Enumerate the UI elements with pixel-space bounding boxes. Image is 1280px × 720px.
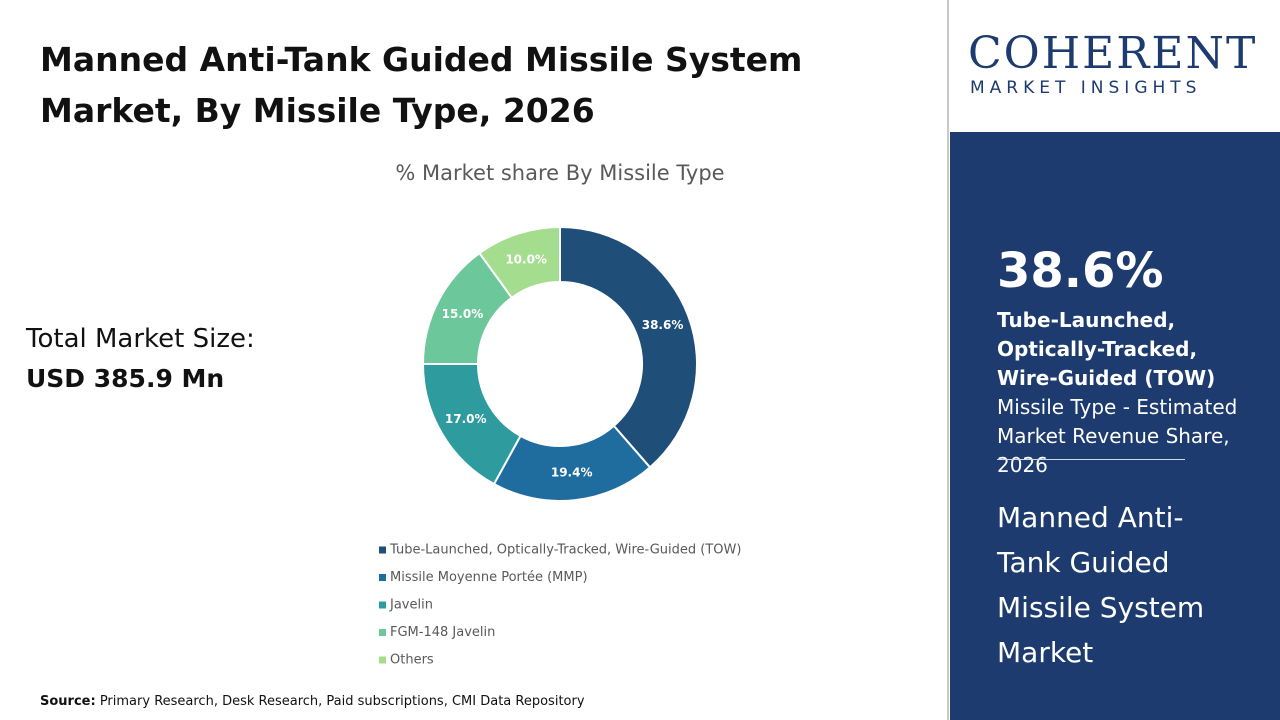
data-label: 17.0% [445, 412, 487, 426]
logo-tagline: MARKET INSIGHTS [970, 78, 1202, 98]
legend-swatch [379, 601, 386, 609]
total-label: Total Market Size: [26, 324, 255, 354]
data-label: 15.0% [442, 307, 484, 321]
legend-label: FGM-148 Javelin [390, 625, 495, 640]
legend-swatch [379, 629, 386, 636]
sidebar [950, 132, 1280, 720]
highlight-text: Tube-Launched, Optically-Tracked, Wire-G… [997, 306, 1262, 480]
legend-label: Missile Moyenne Portée (MMP) [390, 570, 588, 585]
data-label: 38.6% [642, 318, 684, 332]
source: Source: Primary Research, Desk Research,… [40, 694, 585, 709]
data-label: 10.0% [505, 252, 547, 266]
highlight-desc: Missile Type - Estimated Market Revenue … [997, 395, 1238, 477]
chart: % Market share By Missile Type 38.6% Tube… [379, 161, 741, 668]
donut-slice [478, 225, 561, 300]
legend-label: Tube-Launched, Optically-Tracked, Wire-G… [389, 543, 741, 558]
highlight-value: 38.6% [997, 243, 1164, 299]
market-name: Manned Anti-Tank Guided Missile System M… [997, 501, 1205, 669]
legend-swatch [379, 656, 386, 664]
source-label: Source: [40, 694, 96, 709]
data-label: 19.4% [551, 465, 593, 479]
page-title: Manned Anti-Tank Guided Missile System M… [40, 40, 803, 130]
separator [997, 459, 1185, 460]
legend-swatch [379, 546, 386, 554]
highlight-bold: Tube-Launched, Optically-Tracked, Wire-G… [997, 308, 1216, 390]
legend-swatch [379, 574, 386, 581]
legend-label: Others [390, 653, 434, 668]
source-text: Primary Research, Desk Research, Paid su… [95, 694, 585, 709]
divider [947, 0, 949, 720]
legend-label: Javelin [389, 598, 433, 613]
chart-title: % Market share By Missile Type [395, 161, 724, 185]
donut-slice [559, 225, 698, 469]
logo-name: COHERENT [968, 28, 1258, 79]
total-value: USD 385.9 Mn [26, 364, 225, 393]
